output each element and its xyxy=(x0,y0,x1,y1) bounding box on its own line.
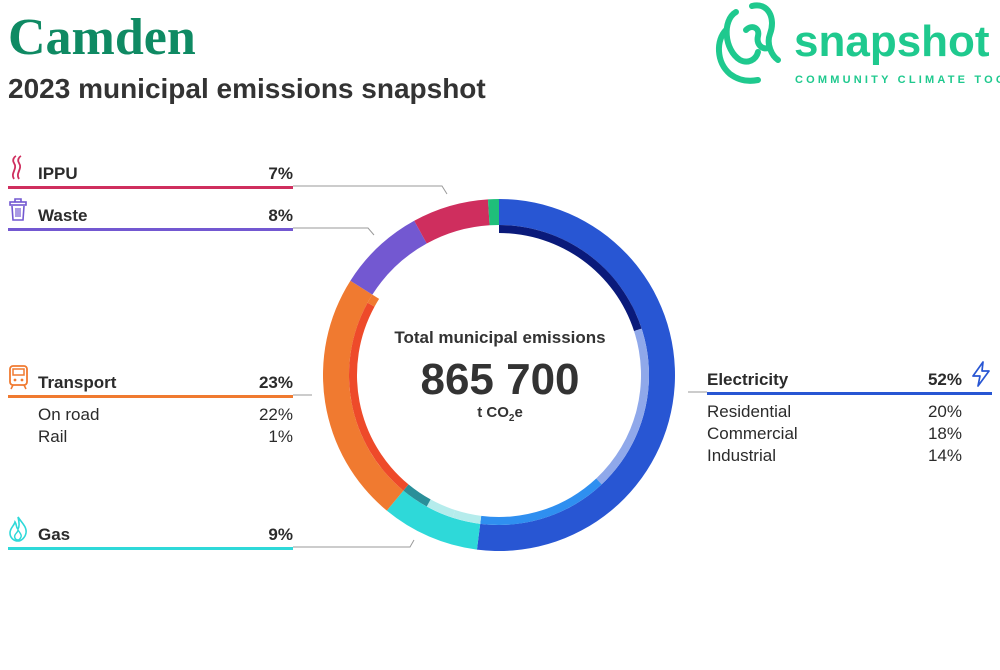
donut-subslice-gas-2 xyxy=(403,484,431,507)
fingerprint-logo-icon xyxy=(716,2,781,84)
donut-slice-ippu xyxy=(414,199,490,244)
snapshot-logo: snapshot COMMUNITY CLIMATE TOOL xyxy=(712,0,1000,90)
unit-prefix: t CO xyxy=(477,404,509,421)
donut-subslice-transport-rail xyxy=(367,294,380,307)
subcategory-row-rail: Rail 1% xyxy=(8,426,293,448)
subcategory-percent: 18% xyxy=(927,424,962,443)
category-percent: 52% xyxy=(927,370,962,389)
subcategory-row-residential: Residential 20% xyxy=(677,401,962,423)
leader-line-ippu xyxy=(293,185,448,195)
subcategory-percent: 22% xyxy=(258,405,293,424)
unit-suffix: e xyxy=(514,404,523,421)
page-subtitle: 2023 municipal emissions snapshot xyxy=(8,73,486,104)
donut-outer-ring xyxy=(323,199,675,551)
donut-slice-electricity xyxy=(476,199,675,551)
category-label-transport: Transport 23% xyxy=(8,365,293,394)
gas-underline xyxy=(8,547,293,550)
category-label-waste: Waste 8% xyxy=(8,198,293,227)
subcategory-name: Residential xyxy=(707,402,792,421)
category-name: IPPU xyxy=(38,164,78,183)
bin-icon xyxy=(9,198,27,221)
subcategory-row-industrial: Industrial 14% xyxy=(677,445,962,467)
donut-subslice-transport-on-road xyxy=(348,302,409,491)
donut-slice-unlabeled-5 xyxy=(487,199,499,226)
category-name: Gas xyxy=(38,525,71,544)
donut-subslice-electricity-industrial xyxy=(480,478,602,525)
waste-underline xyxy=(8,228,293,231)
unit-subscript: 2 xyxy=(508,413,515,424)
subcategory-row-commercial: Commercial 18% xyxy=(677,423,962,445)
donut-subslice-electricity-residential xyxy=(499,225,642,332)
train-icon xyxy=(9,365,28,390)
subcategory-name: Rail xyxy=(38,427,68,446)
donut-subslice-gas-0 xyxy=(452,510,482,524)
subcategory-percent: 1% xyxy=(268,427,293,446)
category-label-ippu: IPPU 7% xyxy=(8,155,293,185)
donut-subslice-electricity-commercial xyxy=(596,328,649,485)
donut-slice-gas xyxy=(386,490,481,550)
logo-wordmark: snapshot xyxy=(794,17,990,66)
donut-slice-transport xyxy=(323,280,404,511)
category-label-electricity: Electricity 52% xyxy=(677,369,962,391)
subcategory-name: Commercial xyxy=(707,424,798,443)
ippu-underline xyxy=(8,186,293,189)
leader-lines xyxy=(293,185,707,548)
leader-line-waste xyxy=(293,227,375,236)
total-value: 865 700 xyxy=(420,355,580,404)
category-name: Electricity xyxy=(707,370,789,389)
category-name: Waste xyxy=(38,206,88,225)
page-title: Camden xyxy=(8,9,196,66)
electricity-underline xyxy=(707,392,992,395)
category-name: Transport xyxy=(38,373,117,392)
lightning-icon xyxy=(972,361,990,387)
subcategory-name: Industrial xyxy=(707,446,776,465)
category-percent: 23% xyxy=(258,373,293,392)
leader-line-gas xyxy=(293,539,415,548)
donut-slice-waste xyxy=(350,220,427,295)
subcategory-name: On road xyxy=(38,405,100,424)
transport-underline xyxy=(8,395,293,398)
subcategory-percent: 20% xyxy=(927,402,962,421)
category-percent: 7% xyxy=(268,164,293,183)
donut-inner-ring xyxy=(348,225,649,525)
category-percent: 8% xyxy=(268,206,293,225)
subcategory-percent: 14% xyxy=(927,446,962,465)
smoke-icon xyxy=(11,155,22,180)
subcategory-row-on-road: On road 22% xyxy=(8,404,293,426)
total-unit: t CO2e xyxy=(370,404,630,424)
logo-tagline: COMMUNITY CLIMATE TOOL xyxy=(795,74,1000,86)
category-percent: 9% xyxy=(268,525,293,544)
flame-icon xyxy=(9,516,27,542)
donut-subslice-gas-1 xyxy=(426,499,456,518)
total-label: Total municipal emissions xyxy=(394,328,606,347)
category-label-gas: Gas 9% xyxy=(8,516,293,546)
